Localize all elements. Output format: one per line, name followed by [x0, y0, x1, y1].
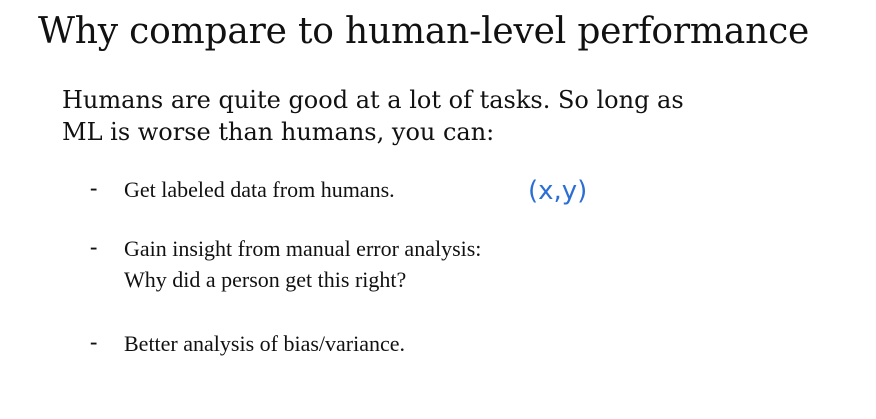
bullet-text: Gain insight from manual error analysis:…	[124, 233, 481, 295]
bullet-marker: -	[90, 233, 124, 261]
bullet-item: - Better analysis of bias/variance.	[90, 328, 405, 359]
bullet-line: Why did a person get this right?	[124, 264, 481, 295]
annotation-text: (x,y)	[528, 176, 587, 206]
bullet-marker: -	[90, 174, 124, 202]
bullet-line: Get labeled data from humans.	[124, 174, 395, 205]
bullet-line: Better analysis of bias/variance.	[124, 328, 405, 359]
bullet-text: Better analysis of bias/variance.	[124, 328, 405, 359]
slide-title: Why compare to human-level performance	[38, 10, 809, 54]
bullet-marker: -	[90, 328, 124, 356]
bullet-item: - Gain insight from manual error analysi…	[90, 233, 481, 295]
handwritten-annotation: (x,y)	[526, 165, 592, 213]
intro-paragraph: Humans are quite good at a lot of tasks.…	[62, 84, 822, 148]
intro-line: Humans are quite good at a lot of tasks.…	[62, 84, 822, 116]
bullet-line: Gain insight from manual error analysis:	[124, 233, 481, 264]
intro-line: ML is worse than humans, you can:	[62, 116, 822, 148]
bullet-item: - Get labeled data from humans.	[90, 174, 395, 205]
bullet-text: Get labeled data from humans.	[124, 174, 395, 205]
